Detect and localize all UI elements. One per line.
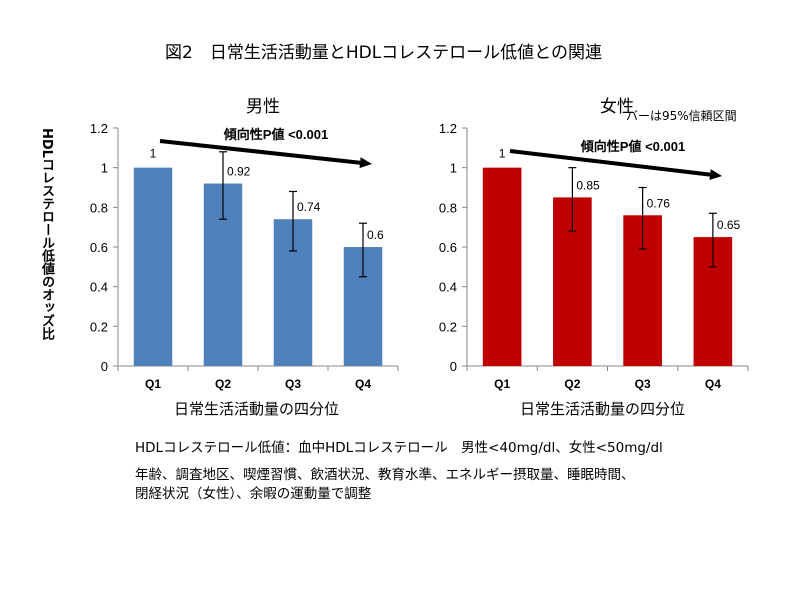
female-data-label: 0.85 xyxy=(576,178,600,192)
male-y-tick-label: 0.6 xyxy=(90,240,108,255)
female-y-tick-label: 1 xyxy=(450,161,457,176)
figure-title: 図2 日常生活活動量とHDLコレステロール低値との関連 xyxy=(165,43,602,63)
male-y-tick-label: 1 xyxy=(101,161,108,176)
female-trend-arrow xyxy=(509,149,711,177)
male-trend-arrow xyxy=(159,139,361,165)
y-axis-label: HDLコレステロール低値のオッズ比 xyxy=(39,128,54,340)
female-y-tick-label: 0.2 xyxy=(439,319,457,334)
female-x-tick-label: Q1 xyxy=(494,377,510,391)
female-trend-arrow-head xyxy=(709,169,722,181)
panel-title-female: 女性 xyxy=(600,97,634,117)
confidence-interval-note: バーは95%信頼区間 xyxy=(626,109,737,123)
female-trend-label: 傾向性P値 <0.001 xyxy=(580,139,685,154)
female-x-tick-label: Q2 xyxy=(564,377,580,391)
female-y-tick-label: 0.8 xyxy=(439,200,457,215)
male-trend-arrow-head xyxy=(359,157,372,169)
female-x-tick-label: Q3 xyxy=(635,377,651,391)
x-axis-label-female: 日常生活活動量の四分位 xyxy=(520,400,686,418)
male-data-label: 1 xyxy=(150,147,157,161)
note-adjustment-1: 年齢、調査地区、喫煙習慣、飲酒状況、教育水準、エネルギー摂取量、睡眠時間、 xyxy=(135,467,635,483)
male-trend-label: 傾向性P値 <0.001 xyxy=(223,127,328,142)
female-y-tick-label: 0.4 xyxy=(439,280,457,295)
male-data-label: 0.74 xyxy=(297,200,321,214)
female-data-label: 0.65 xyxy=(717,218,741,232)
female-y-tick-label: 0 xyxy=(450,359,457,374)
female-y-tick-label: 0.6 xyxy=(439,240,457,255)
male-data-label: 0.6 xyxy=(367,228,384,242)
x-axis-label-male: 日常生活活動量の四分位 xyxy=(174,400,340,418)
note-adjustment-2: 閉経状況（女性）、余暇の運動量で調整 xyxy=(135,486,372,502)
panel-title-male: 男性 xyxy=(246,97,280,117)
male-x-tick-label: Q1 xyxy=(145,377,161,391)
male-y-tick-label: 1.2 xyxy=(90,121,108,136)
female-data-label: 0.76 xyxy=(647,196,671,210)
female-data-label: 1 xyxy=(499,147,506,161)
female-y-tick-label: 1.2 xyxy=(439,121,457,136)
male-x-tick-label: Q2 xyxy=(215,377,231,391)
male-data-label: 0.92 xyxy=(227,165,251,179)
male-y-tick-label: 0 xyxy=(101,359,108,374)
male-y-tick-label: 0.4 xyxy=(90,280,108,295)
female-x-tick-label: Q4 xyxy=(705,377,721,391)
male-y-tick-label: 0.8 xyxy=(90,200,108,215)
male-y-tick-label: 0.2 xyxy=(90,319,108,334)
male-bar xyxy=(133,167,173,366)
female-bar xyxy=(482,167,522,366)
note-definition: HDLコレステロール低値：血中HDLコレステロール 男性<40mg/dl、女性<… xyxy=(135,440,663,456)
male-x-tick-label: Q3 xyxy=(285,377,301,391)
male-x-tick-label: Q4 xyxy=(355,377,371,391)
